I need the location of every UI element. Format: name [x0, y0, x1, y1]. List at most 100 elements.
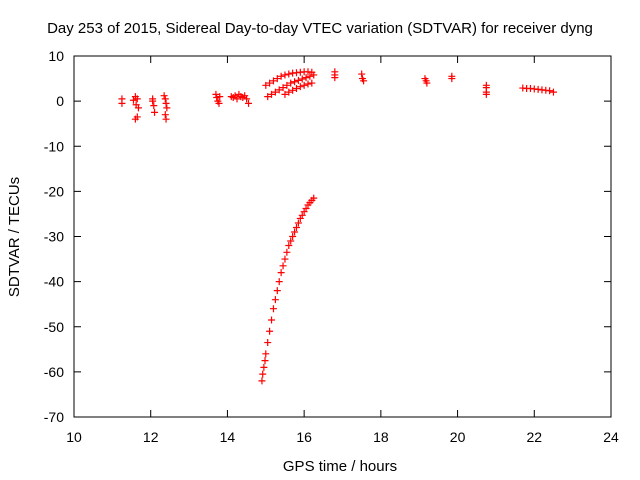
- series-sat-a: [118, 95, 126, 107]
- data-point: [213, 94, 221, 102]
- x-tick-label: 16: [296, 429, 312, 445]
- series-sat-g: [262, 68, 316, 89]
- data-point: [271, 296, 279, 304]
- data-point: [161, 111, 169, 119]
- data-point: [279, 84, 287, 92]
- data-point: [264, 93, 272, 101]
- data-point: [245, 99, 253, 107]
- data-point: [287, 237, 295, 245]
- data-point: [277, 72, 285, 80]
- data-point: [302, 205, 310, 213]
- data-point: [264, 339, 272, 347]
- data-point: [281, 90, 289, 98]
- series-sat-h: [264, 71, 318, 101]
- series-sat-n: [482, 81, 490, 98]
- data-point: [271, 88, 279, 96]
- data-point: [310, 194, 318, 202]
- data-point: [134, 104, 142, 112]
- data-point: [281, 71, 289, 79]
- x-tick-label: 24: [603, 429, 619, 445]
- data-point: [285, 70, 293, 78]
- x-tick-label: 20: [450, 429, 466, 445]
- data-point: [162, 99, 170, 107]
- y-tick-label: -40: [44, 274, 64, 290]
- data-point: [279, 262, 287, 270]
- data-point: [268, 316, 276, 324]
- data-point: [162, 115, 170, 123]
- data-point: [310, 71, 318, 79]
- data-point: [358, 70, 366, 78]
- data-point: [269, 305, 277, 313]
- data-points: [118, 68, 557, 385]
- data-point: [243, 95, 251, 103]
- data-point: [233, 95, 241, 103]
- data-point: [273, 287, 281, 295]
- series-sat-b: [129, 93, 142, 123]
- data-point: [360, 77, 368, 85]
- data-point: [259, 370, 267, 378]
- data-point: [163, 104, 171, 112]
- data-point: [546, 87, 554, 95]
- data-point: [296, 83, 304, 91]
- y-tick-label: -10: [44, 138, 64, 154]
- data-point: [216, 93, 224, 101]
- data-point: [268, 90, 276, 98]
- data-point: [258, 377, 266, 385]
- data-point: [261, 357, 269, 365]
- data-point: [283, 81, 291, 89]
- data-point: [298, 75, 306, 83]
- data-point: [294, 76, 302, 84]
- series-sat-j: [331, 68, 339, 82]
- data-point: [262, 350, 270, 358]
- y-tick-label: 10: [48, 48, 64, 64]
- data-point: [300, 81, 308, 89]
- data-point: [292, 223, 300, 231]
- series-sat-m: [448, 72, 456, 83]
- data-point: [298, 211, 306, 219]
- data-point: [549, 88, 557, 96]
- series-sat-e: [212, 90, 224, 107]
- data-point: [482, 90, 490, 98]
- x-tick-label: 12: [143, 429, 159, 445]
- data-point: [285, 242, 293, 250]
- data-point: [150, 102, 158, 110]
- data-point: [291, 228, 299, 236]
- data-point: [275, 278, 283, 286]
- data-point: [212, 90, 220, 98]
- y-tick-label: -20: [44, 183, 64, 199]
- x-axis-label: GPS time / hours: [283, 458, 397, 475]
- data-point: [151, 108, 159, 116]
- data-point: [262, 81, 270, 89]
- y-tick-label: -60: [44, 364, 64, 380]
- y-axis-label: SDTVAR / TECUs: [6, 177, 23, 297]
- series-sat-l: [421, 75, 431, 87]
- y-tick-label: -50: [44, 319, 64, 335]
- data-point: [423, 79, 431, 87]
- data-point: [133, 113, 141, 121]
- data-point: [292, 84, 300, 92]
- data-point: [215, 99, 223, 107]
- data-point: [289, 86, 297, 94]
- series-sat-i: [281, 79, 316, 98]
- series-sat-c: [149, 95, 159, 116]
- data-point: [285, 88, 293, 96]
- x-tick-label: 14: [220, 429, 236, 445]
- data-point: [161, 95, 169, 103]
- data-point: [448, 75, 456, 83]
- data-point: [149, 95, 157, 103]
- series-sat-o: [519, 84, 557, 96]
- data-point: [306, 72, 314, 80]
- y-tick-label: -70: [44, 409, 64, 425]
- y-tick-label: 0: [56, 93, 64, 109]
- data-point: [304, 80, 312, 88]
- data-point: [302, 74, 310, 82]
- data-point: [281, 255, 289, 263]
- data-point: [287, 79, 295, 87]
- data-point: [275, 86, 283, 94]
- data-point: [160, 92, 168, 100]
- data-point: [283, 248, 291, 256]
- x-tick-label: 22: [526, 429, 542, 445]
- data-point: [129, 96, 137, 104]
- data-point: [294, 219, 302, 227]
